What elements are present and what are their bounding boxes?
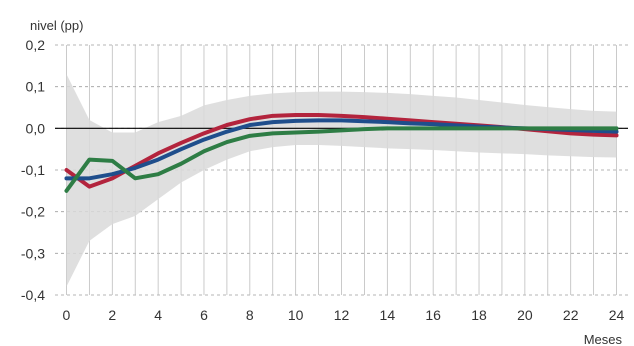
x-tick-label: 0 xyxy=(63,307,71,323)
y-tick-labels: -0,4 -0,3 -0,2 -0,1 0,0 0,1 0,2 xyxy=(21,37,45,303)
x-axis-label: Meses xyxy=(584,332,623,346)
x-tick-label: 14 xyxy=(380,307,396,323)
x-tick-label: 12 xyxy=(334,307,350,323)
x-tick-label: 10 xyxy=(288,307,304,323)
y-tick-label: -0,2 xyxy=(21,204,45,220)
series-line-3 xyxy=(64,126,619,193)
x-tick-label: 22 xyxy=(563,307,579,323)
y-tick-label: 0,1 xyxy=(26,79,46,95)
y-tick-label: 0,0 xyxy=(26,120,46,136)
y-axis-label: nivel (pp) xyxy=(30,18,83,33)
y-tick-label: 0,2 xyxy=(26,37,46,53)
grid xyxy=(55,44,628,296)
x-tick-label: 8 xyxy=(246,307,254,323)
series-layer xyxy=(64,113,619,193)
x-tick-label: 18 xyxy=(471,307,487,323)
y-tick-label: -0,4 xyxy=(21,287,45,303)
x-tick-label: 6 xyxy=(200,307,208,323)
y-tick-label: -0,1 xyxy=(21,162,45,178)
x-tick-labels: 0 2 4 6 8 10 12 14 16 18 20 22 24 xyxy=(63,307,625,323)
x-tick-label: 20 xyxy=(517,307,533,323)
x-tick-label: 24 xyxy=(609,307,625,323)
x-tick-label: 16 xyxy=(425,307,441,323)
y-tick-label: -0,3 xyxy=(21,245,45,261)
x-tick-label: 2 xyxy=(108,307,116,323)
x-tick-label: 4 xyxy=(154,307,162,323)
